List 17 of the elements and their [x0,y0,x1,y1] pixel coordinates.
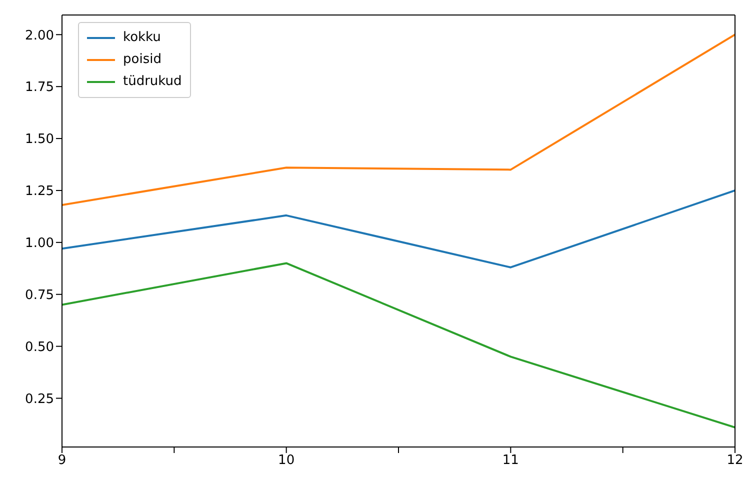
legend-label: kokku [123,29,161,47]
x-tick-label: 12 [726,453,744,468]
x-tick-label: 11 [502,453,519,468]
y-tick-label: 1.75 [25,80,54,96]
line-series [62,189,735,268]
line-series [62,262,735,428]
y-tick-label: 2.00 [25,28,54,44]
y-tick-label: 1.50 [25,132,54,148]
x-tick-label: 10 [278,453,295,468]
legend-label: tüdrukud [123,73,182,91]
y-tick-label: 0.50 [25,340,54,355]
y-tick-label: 1.25 [25,184,54,200]
y-tick-label: 1.00 [25,236,54,252]
x-tick-label: 9 [58,453,66,468]
y-tick-label: 0.25 [25,392,54,407]
y-tick-label: 0.75 [25,288,54,303]
legend-label: poisid [123,51,162,69]
